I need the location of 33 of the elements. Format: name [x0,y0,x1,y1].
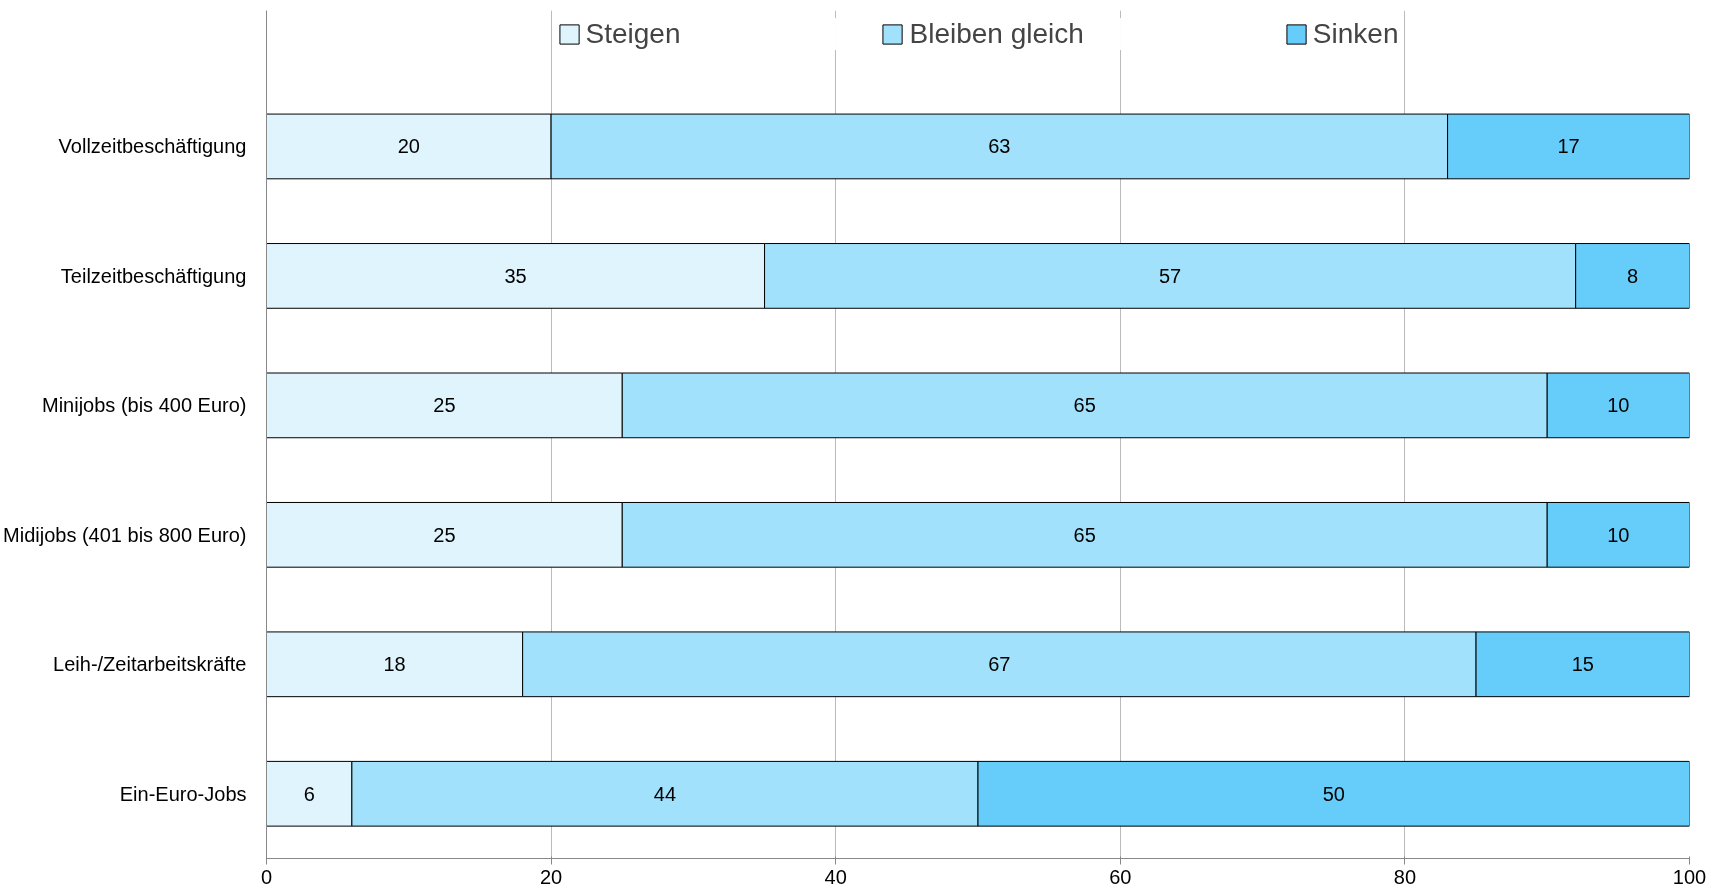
data-label: 67 [988,653,1011,676]
data-label: 18 [383,653,406,676]
x-tick-label: 60 [1109,865,1132,888]
y-tick-label: Midijobs (401 bis 800 Euro) [3,523,247,546]
data-label: 25 [433,394,456,417]
data-label: 44 [653,782,677,805]
data-label: 50 [1322,782,1345,805]
x-tick-label: 40 [824,865,847,888]
y-tick-label: Leih-/Zeitarbeitskräfte [53,653,247,676]
x-tick-label: 80 [1393,865,1417,888]
data-label: 57 [1158,264,1182,287]
legend-label: Sinken [1312,18,1399,50]
y-tick-label: Ein-Euro-Jobs [119,782,247,805]
legend-label: Steigen [585,18,681,50]
data-label: 15 [1571,653,1594,676]
data-label: 8 [1627,264,1639,287]
x-tick-label: 20 [539,865,563,888]
x-tick-label: 0 [260,865,273,888]
x-tick-label: 100 [1672,865,1707,888]
legend-label: Bleiben gleich [909,18,1084,50]
data-label: 25 [433,523,456,546]
y-tick-label: Teilzeitbeschäftigung [60,264,247,287]
data-label: 35 [504,264,527,287]
y-tick-label: Minijobs (bis 400 Euro) [41,394,247,417]
data-label: 63 [988,135,1011,158]
data-label: 20 [397,135,420,158]
data-label: 65 [1073,394,1096,417]
data-label: 17 [1557,135,1580,158]
data-label: 65 [1073,523,1096,546]
y-tick-label: Vollzeitbeschäftigung [58,135,247,158]
data-label: 10 [1607,394,1630,417]
data-label: 6 [303,782,315,805]
data-label: 10 [1607,523,1630,546]
